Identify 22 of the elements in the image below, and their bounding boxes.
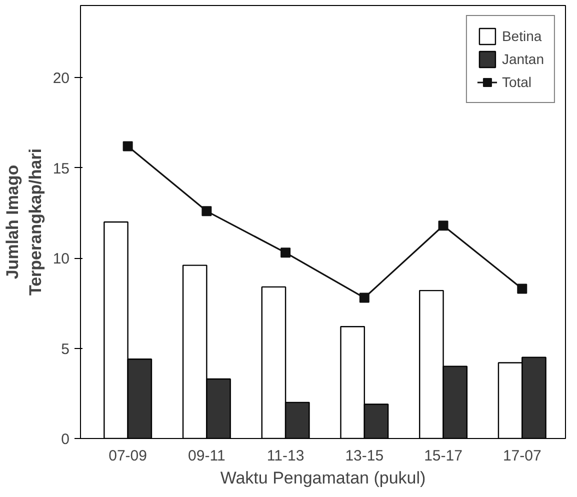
point — [517, 284, 528, 294]
point — [280, 248, 291, 258]
point — [202, 206, 212, 216]
x-tick-label: 09-11 — [188, 448, 226, 464]
y-tick-label: 20 — [52, 70, 70, 88]
x-tick-label: 11-13 — [266, 448, 304, 464]
legend-label: Total — [502, 74, 532, 90]
y-tick-label: 15 — [52, 160, 70, 178]
y-axis-title: Jumlah Imago Terperangkap/hari — [3, 148, 45, 296]
x-tick-label: 17-07 — [502, 448, 542, 464]
x-axis-title: Waktu Pengamatan (pukul) — [220, 468, 426, 488]
y-tick-label: 5 — [61, 340, 70, 358]
legend-label: Jantan — [502, 51, 544, 67]
point — [438, 220, 448, 231]
y-tick-label: 0 — [61, 431, 70, 448]
x-tick-label: 13-15 — [345, 448, 384, 464]
x-tick-label: 15-17 — [424, 448, 462, 464]
point — [122, 141, 133, 152]
point — [359, 292, 370, 303]
y-tick-label: 10 — [52, 250, 70, 268]
legend-label: Betina — [502, 28, 542, 44]
x-tick-label: 07-09 — [108, 448, 148, 464]
